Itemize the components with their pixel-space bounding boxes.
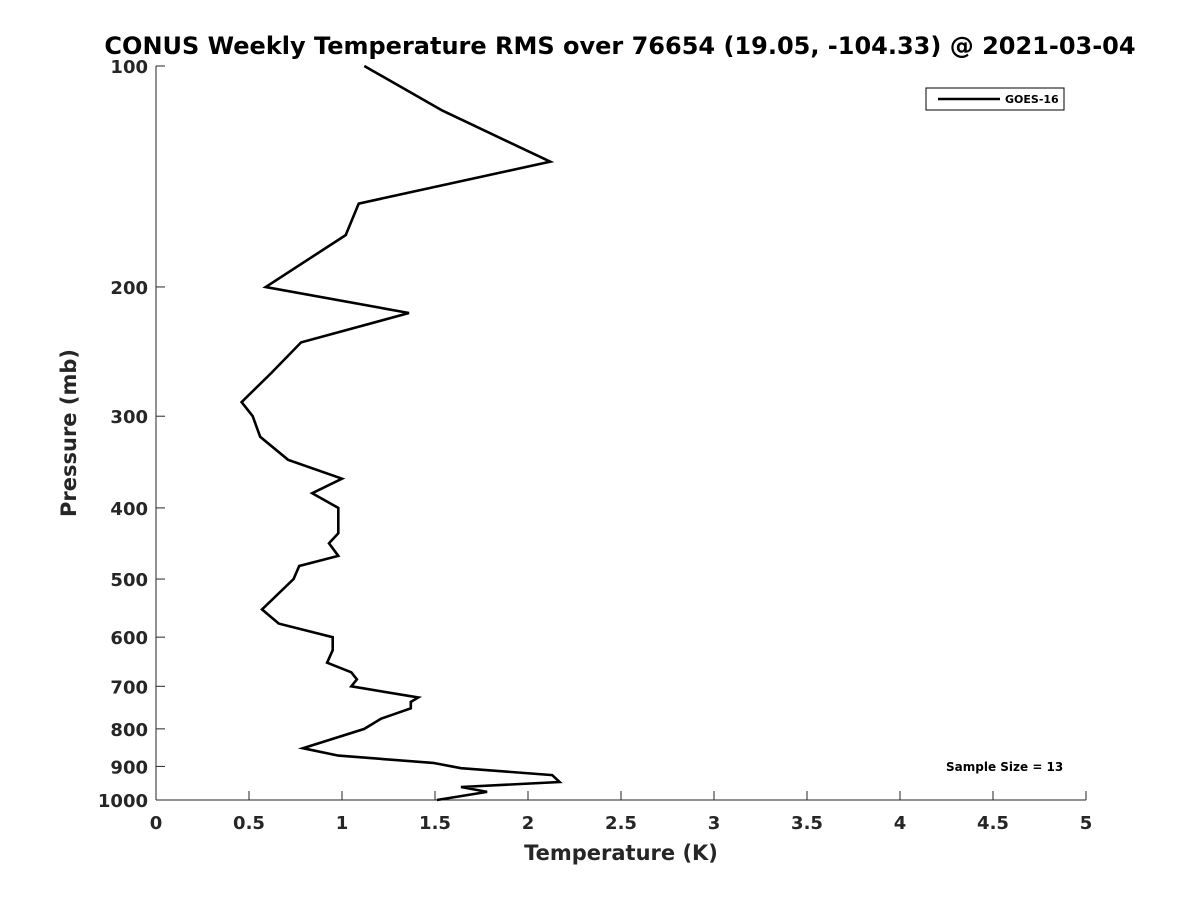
y-tick-label: 900 (110, 757, 148, 778)
x-tick-label: 0.5 (233, 813, 265, 834)
x-tick-label: 3 (708, 813, 721, 834)
y-tick-label: 600 (110, 628, 148, 649)
x-tick-label: 1.5 (419, 813, 451, 834)
x-tick-label: 5 (1080, 813, 1093, 834)
sample-size-annotation: Sample Size = 13 (946, 760, 1063, 774)
y-tick-label: 700 (110, 677, 148, 698)
x-tick-label: 2 (522, 813, 535, 834)
x-axis-label: Temperature (K) (524, 841, 718, 865)
series-line-goes-16 (239, 64, 563, 802)
x-tick-label: 4.5 (977, 813, 1009, 834)
legend-label: GOES-16 (1005, 93, 1059, 106)
y-tick-label: 400 (110, 499, 148, 520)
x-tick-label: 2.5 (605, 813, 637, 834)
y-tick-label: 1000 (98, 791, 148, 812)
x-tick-label: 1 (336, 813, 349, 834)
chart-title: CONUS Weekly Temperature RMS over 76654 … (104, 32, 1135, 60)
x-tick-label: 3.5 (791, 813, 823, 834)
y-tick-label: 500 (110, 570, 148, 591)
y-axis-label: Pressure (mb) (57, 349, 81, 517)
y-tick-label: 300 (110, 407, 148, 428)
y-tick-label: 800 (110, 720, 148, 741)
y-tick-label: 100 (110, 57, 148, 78)
x-tick-group: 0 0.5 1 1.5 2 2.5 3 3.5 4 4.5 5 (150, 791, 1093, 834)
y-tick-group: 100 200 300 400 500 600 700 800 900 1000 (98, 57, 165, 812)
x-tick-label: 0 (150, 813, 163, 834)
x-tick-label: 4 (894, 813, 907, 834)
legend: GOES-16 (925, 87, 1065, 111)
y-tick-label: 200 (110, 278, 148, 299)
